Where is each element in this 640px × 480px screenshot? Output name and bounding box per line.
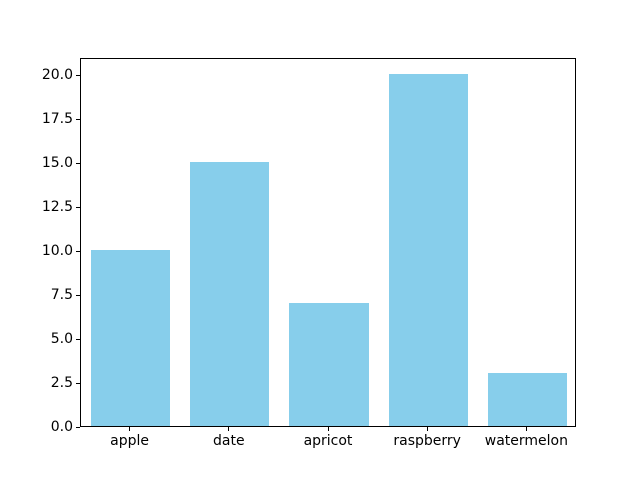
y-tick-mark [76, 338, 80, 340]
y-tick-label: 7.5 [50, 287, 73, 304]
y-tick-mark [76, 74, 80, 76]
y-tick-label: 12.5 [41, 199, 73, 216]
y-tick-mark [76, 294, 80, 296]
x-tick-mark [426, 427, 428, 432]
y-tick-mark [76, 206, 80, 208]
y-tick-label: 5.0 [50, 331, 73, 348]
x-tick-label-date: date [213, 433, 245, 450]
bar-apricot [289, 303, 369, 427]
x-tick-mark [327, 427, 329, 432]
bar-watermelon [487, 373, 568, 427]
plot-area [80, 57, 576, 428]
x-tick-label-apple: apple [110, 433, 150, 450]
bar-date [190, 162, 270, 427]
y-tick-label: 15.0 [41, 155, 73, 172]
x-tick-label-raspberry: raspberry [393, 433, 461, 450]
x-tick-mark [129, 427, 131, 432]
x-tick-label-watermelon: watermelon [484, 433, 568, 450]
x-tick-mark [228, 427, 230, 432]
y-tick-label: 2.5 [50, 375, 73, 392]
y-tick-mark [76, 382, 80, 384]
bar-apple [90, 250, 171, 427]
bar-raspberry [388, 74, 468, 427]
y-tick-label: 17.5 [41, 111, 73, 128]
y-tick-label: 0.0 [50, 419, 73, 436]
y-tick-mark [76, 118, 80, 120]
x-tick-label-apricot: apricot [303, 433, 353, 450]
x-tick-mark [525, 427, 527, 432]
y-tick-label: 10.0 [41, 243, 73, 260]
y-tick-mark [76, 162, 80, 164]
y-tick-label: 20.0 [41, 67, 73, 84]
y-tick-mark [76, 250, 80, 252]
y-tick-mark [76, 426, 80, 428]
